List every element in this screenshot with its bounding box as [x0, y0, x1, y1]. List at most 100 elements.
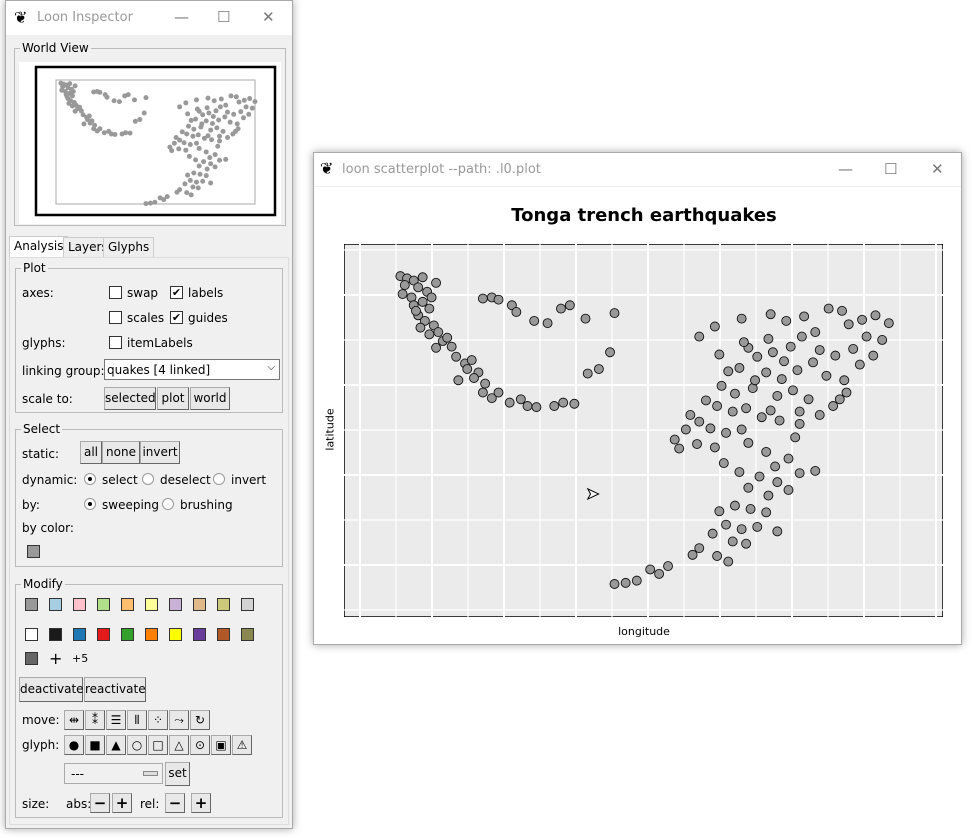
move-valign-icon[interactable]: ⇹	[64, 710, 84, 730]
data-point[interactable]	[712, 551, 723, 561]
data-point[interactable]	[770, 461, 781, 472]
data-point[interactable]	[453, 375, 464, 386]
data-point[interactable]	[730, 388, 740, 399]
data-point[interactable]	[424, 303, 435, 314]
data-point[interactable]	[442, 332, 453, 343]
data-point[interactable]	[788, 385, 798, 396]
data-point[interactable]	[417, 272, 428, 283]
data-point[interactable]	[431, 342, 442, 353]
data-point[interactable]	[680, 424, 691, 435]
data-point[interactable]	[848, 343, 859, 354]
data-point[interactable]	[569, 398, 580, 409]
close-icon[interactable]: ✕	[262, 8, 275, 26]
data-point[interactable]	[790, 432, 801, 443]
data-point[interactable]	[580, 313, 591, 324]
select-none-button[interactable]: none	[102, 441, 140, 464]
data-point[interactable]	[743, 437, 754, 448]
data-point[interactable]	[772, 526, 783, 537]
data-point[interactable]	[582, 368, 593, 379]
reactivate-button[interactable]: reactivate	[84, 677, 146, 702]
glyph-osquare-icon[interactable]: □	[148, 735, 168, 755]
data-point[interactable]	[857, 314, 868, 325]
data-point[interactable]	[466, 355, 477, 366]
glyph-otriangle-icon[interactable]: △	[169, 735, 189, 755]
data-point[interactable]	[781, 315, 792, 326]
add-color-icon[interactable]: +	[49, 649, 63, 668]
data-point[interactable]	[772, 390, 783, 401]
rel-decrease-button[interactable]: −	[165, 793, 185, 813]
dynamic-select-radio[interactable]	[84, 473, 96, 485]
data-point[interactable]	[761, 446, 772, 457]
data-point[interactable]	[861, 331, 872, 342]
guides-checkbox[interactable]: ✔	[170, 311, 183, 324]
world-view-canvas[interactable]	[19, 62, 281, 224]
dynamic-deselect-radio[interactable]	[142, 473, 154, 485]
data-point[interactable]	[810, 327, 821, 338]
data-point[interactable]	[654, 568, 665, 579]
inspector-titlebar[interactable]: ❦ Loon Inspector — ☐ ✕	[6, 1, 292, 35]
data-point[interactable]	[477, 293, 488, 304]
data-point[interactable]	[419, 315, 430, 326]
color-swatch[interactable]	[25, 628, 38, 641]
data-point[interactable]	[723, 556, 734, 567]
data-point[interactable]	[837, 305, 847, 316]
data-point[interactable]	[828, 401, 839, 411]
data-point[interactable]	[705, 423, 716, 434]
data-point[interactable]	[433, 327, 444, 338]
data-point[interactable]	[714, 506, 725, 517]
data-point[interactable]	[663, 561, 673, 572]
data-point[interactable]	[754, 471, 765, 482]
data-point[interactable]	[779, 356, 789, 367]
data-point[interactable]	[736, 424, 747, 435]
more-colors-count[interactable]: +5	[72, 652, 89, 665]
glyph-ccircle-icon[interactable]: ⊙	[190, 735, 210, 755]
data-point[interactable]	[674, 443, 685, 454]
data-point[interactable]	[645, 564, 656, 575]
data-point[interactable]	[808, 357, 818, 368]
data-point[interactable]	[493, 387, 504, 398]
data-point[interactable]	[756, 412, 767, 423]
data-point[interactable]	[424, 329, 435, 340]
data-point[interactable]	[834, 394, 845, 405]
data-point[interactable]	[506, 300, 517, 311]
move-vdist-icon[interactable]: ⦀	[127, 710, 147, 730]
scale-world-button[interactable]: world	[190, 387, 230, 410]
data-point[interactable]	[408, 275, 419, 286]
data-point[interactable]	[868, 350, 879, 361]
data-point[interactable]	[854, 359, 865, 370]
color-swatch[interactable]	[169, 598, 182, 611]
data-point[interactable]	[721, 427, 731, 438]
data-point[interactable]	[794, 468, 805, 479]
maximize-icon[interactable]: ☐	[217, 8, 231, 26]
data-point[interactable]	[709, 321, 720, 332]
select-all-button[interactable]: all	[80, 441, 102, 464]
data-point[interactable]	[750, 375, 760, 386]
data-point[interactable]	[736, 524, 747, 535]
data-point[interactable]	[765, 405, 776, 416]
select-invert-button[interactable]: invert	[140, 441, 180, 464]
color-swatch[interactable]	[217, 628, 230, 641]
deactivate-button[interactable]: deactivate	[19, 677, 84, 702]
data-point[interactable]	[723, 366, 734, 377]
minimize-icon[interactable]: —	[838, 160, 853, 178]
data-point[interactable]	[605, 347, 615, 358]
data-point[interactable]	[669, 434, 680, 445]
move-jitter-icon[interactable]: ⤳	[169, 710, 189, 730]
data-point[interactable]	[870, 310, 881, 321]
data-point[interactable]	[741, 538, 752, 549]
data-point[interactable]	[741, 403, 752, 414]
data-point[interactable]	[609, 579, 620, 589]
color-swatch[interactable]	[73, 628, 86, 641]
labels-checkbox[interactable]: ✔	[170, 286, 183, 299]
linking-group-select[interactable]: quakes [4 linked] ⌵	[104, 359, 280, 380]
data-point[interactable]	[783, 453, 794, 464]
by-color-swatch[interactable]	[27, 545, 40, 558]
color-swatch[interactable]	[121, 598, 134, 611]
data-point[interactable]	[734, 362, 745, 373]
dynamic-invert-radio[interactable]	[213, 473, 225, 485]
data-point[interactable]	[694, 543, 705, 554]
swap-checkbox[interactable]	[109, 286, 122, 299]
data-point[interactable]	[774, 415, 785, 426]
data-point[interactable]	[734, 467, 745, 477]
data-point[interactable]	[772, 477, 783, 488]
